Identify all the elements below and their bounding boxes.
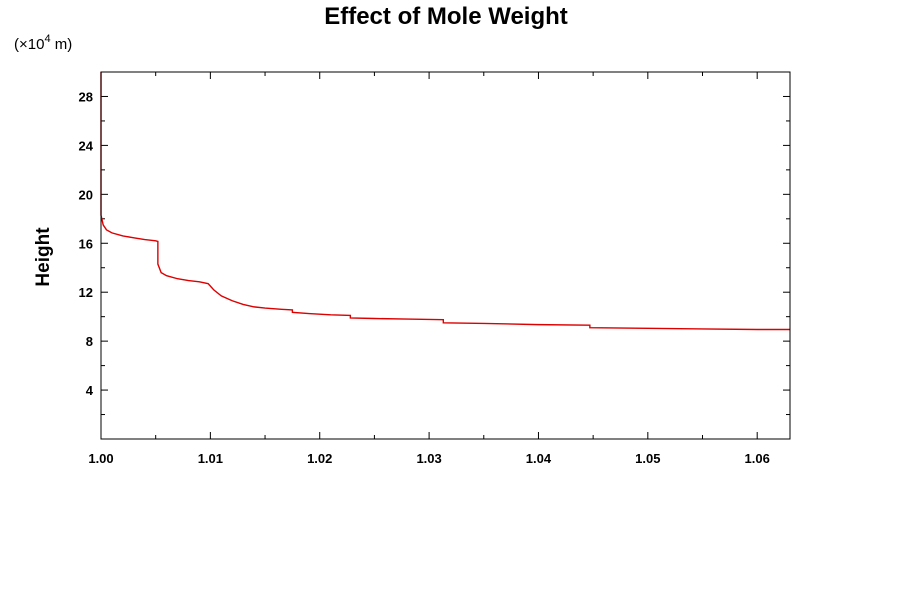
y-tick-label: 12 [79, 285, 93, 300]
y-tick-label: 8 [86, 334, 93, 349]
x-tick-label: 1.02 [307, 451, 332, 466]
ticks-layer: 1.00 1.01 1.02 1.03 1.04 1.05 1.06 4 8 12 16 20 24 28 [79, 72, 790, 466]
x-tick-label: 1.00 [88, 451, 113, 466]
y-scale-note: (×104 m) [14, 33, 72, 53]
y-tick-label: 16 [79, 236, 93, 251]
x-tick-label: 1.03 [416, 451, 441, 466]
series-line-0 [100, 72, 790, 331]
y-scale-prefix: (×10 [14, 36, 44, 53]
y-tick-label: 28 [79, 89, 93, 104]
chart-title: Effect of Mole Weight [324, 3, 568, 30]
x-tick-label: 1.06 [745, 451, 770, 466]
plot-frame [100, 71, 791, 440]
y-scale-suffix: m) [51, 36, 73, 53]
y-tick-label: 24 [79, 138, 94, 153]
x-tick-label: 1.05 [635, 451, 660, 466]
x-tick-label: 1.04 [526, 451, 552, 466]
x-tick-label: 1.01 [198, 451, 223, 466]
y-tick-label: 4 [86, 383, 94, 398]
y-tick-label: 20 [79, 187, 93, 202]
y-scale-exponent: 4 [44, 33, 50, 45]
y-axis-label: Height [33, 227, 54, 287]
series-layer [100, 72, 790, 331]
